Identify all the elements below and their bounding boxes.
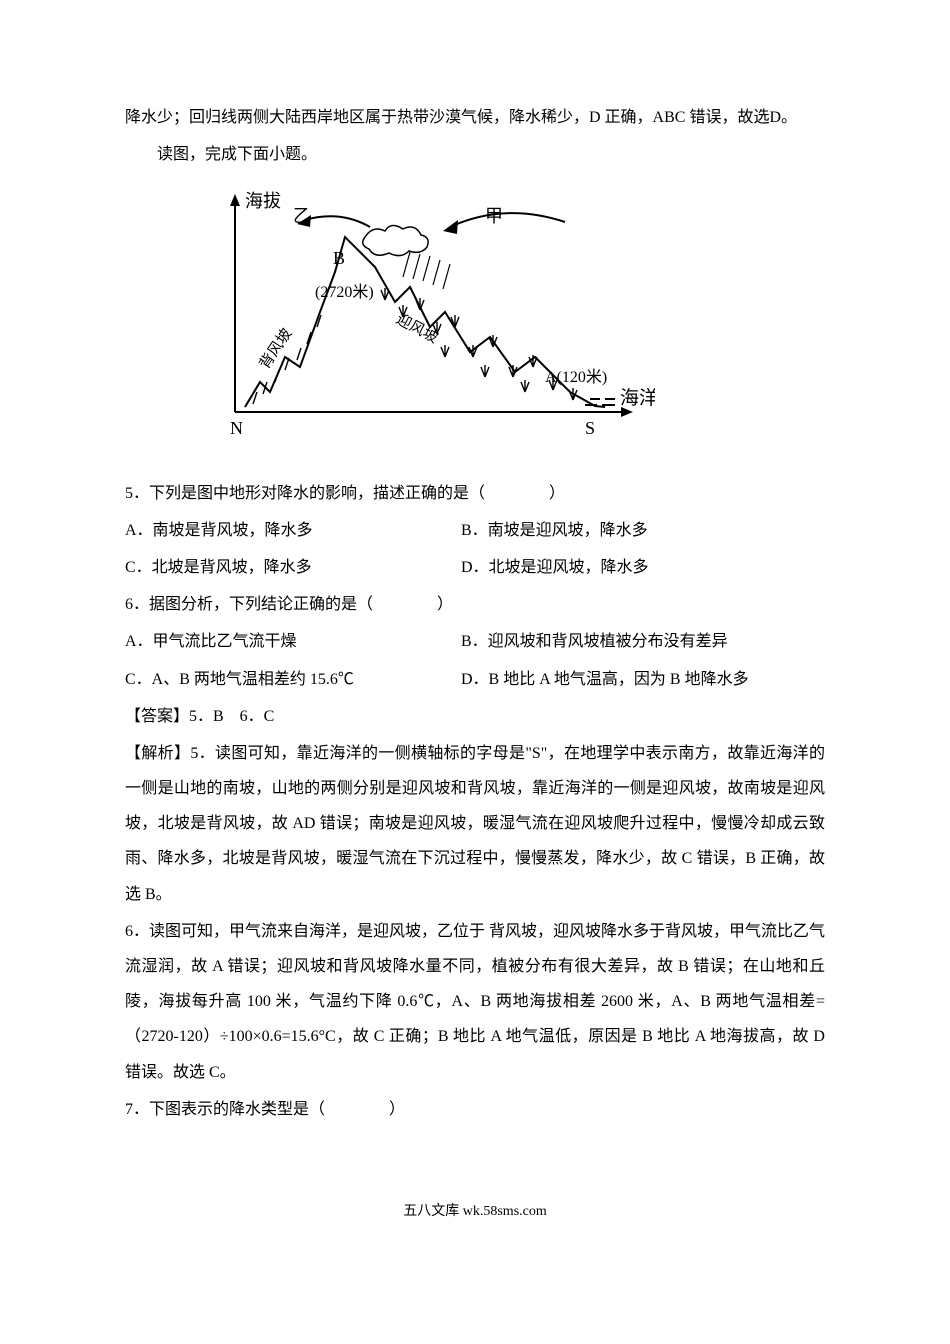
label-windward: 迎风坡 (393, 311, 441, 347)
axis-s: S (585, 418, 595, 438)
q6-stem: 6．据图分析，下列结论正确的是（ ） (125, 587, 825, 622)
q5-option-a: A．南坡是背风坡，降水多 (125, 513, 461, 548)
label-leeward: 背风坡 (256, 326, 295, 373)
page-footer: 五八文库 wk.58sms.com (125, 1197, 825, 1228)
q6-option-b: B．迎风坡和背风坡植被分布没有差异 (461, 624, 825, 659)
q5-option-d: D．北坡是迎风坡，降水多 (461, 550, 825, 585)
mountain-diagram: 海拔 乙 甲 B (2720米) 迎风坡 背风坡 A(120米) 海洋 N S (185, 182, 825, 455)
q5-options-row-1: A．南坡是背风坡，降水多 B．南坡是迎风坡，降水多 (125, 513, 825, 548)
axis-n: N (230, 418, 243, 438)
paragraph-intro: 降水少；回归线两侧大陆西岸地区属于热带沙漠气候，降水稀少，D 正确，ABC 错误… (125, 100, 825, 135)
explanation-6: 6．读图可知，甲气流来自海洋，是迎风坡，乙位于 背风坡，迎风坡降水多于背风坡，甲… (125, 914, 825, 1090)
q6-options-row-1: A．甲气流比乙气流干燥 B．迎风坡和背风坡植被分布没有差异 (125, 624, 825, 659)
q5-options-row-2: C．北坡是背风坡，降水多 D．北坡是迎风坡，降水多 (125, 550, 825, 585)
q5-stem: 5．下列是图中地形对降水的影响，描述正确的是（ ） (125, 476, 825, 511)
diagram-svg: 海拔 乙 甲 B (2720米) 迎风坡 背风坡 A(120米) 海洋 N S (185, 182, 655, 442)
label-peak-b: B (333, 248, 345, 268)
q5-option-c: C．北坡是背风坡，降水多 (125, 550, 461, 585)
q5-option-b: B．南坡是迎风坡，降水多 (461, 513, 825, 548)
explanation-5: 【解析】5．读图可知，靠近海洋的一侧横轴标的字母是"S"，在地理学中表示南方，故… (125, 736, 825, 912)
q6-option-d: D．B 地比 A 地气温高，因为 B 地降水多 (461, 662, 825, 697)
q6-option-c: C．A、B 两地气温相差约 15.6℃ (125, 662, 461, 697)
label-ocean: 海洋 (620, 387, 655, 409)
answers-line: 【答案】5．B 6．C (125, 699, 825, 734)
q7-stem: 7．下图表示的降水类型是（ ） (125, 1092, 825, 1127)
label-point-a: A(120米) (545, 368, 607, 386)
label-peak-b-elev: (2720米) (315, 283, 374, 301)
label-yi: 乙 (293, 206, 311, 226)
q6-option-a: A．甲气流比乙气流干燥 (125, 624, 461, 659)
label-altitude: 海拔 (245, 191, 281, 211)
q6-options-row-2: C．A、B 两地气温相差约 15.6℃ D．B 地比 A 地气温高，因为 B 地… (125, 662, 825, 697)
paragraph-instruction: 读图，完成下面小题。 (125, 137, 825, 172)
label-jia: 甲 (485, 206, 503, 226)
